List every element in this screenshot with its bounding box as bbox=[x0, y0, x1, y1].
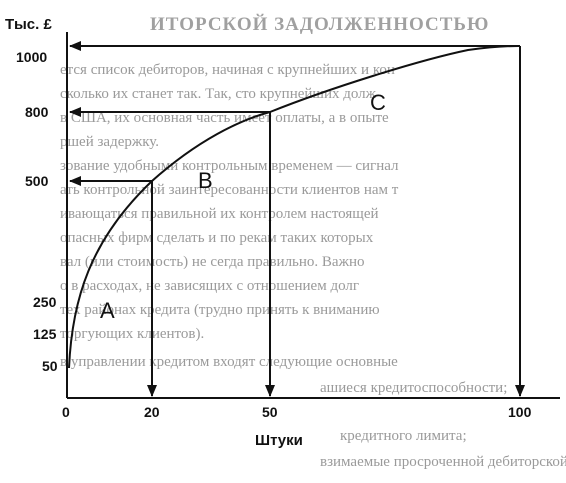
cumulative-curve bbox=[68, 45, 519, 369]
background-line: о в расходах, не зависящих с отношением … bbox=[60, 278, 360, 294]
background-line: сколько их станет так. Так, сто крупнейш… bbox=[60, 86, 377, 102]
x-tick-label: 0 bbox=[62, 404, 70, 420]
background-heading: ИТОРСКОЙ ЗАДОЛЖЕННОСТЬЮ bbox=[150, 14, 490, 35]
x-tick-label: 20 bbox=[144, 404, 160, 420]
y-tick-label: 250 bbox=[33, 294, 57, 310]
x-tick-label: 50 bbox=[262, 404, 278, 420]
x-axis-label: Штуки bbox=[255, 432, 303, 449]
background-line: ется список дебиторов, начиная с крупней… bbox=[60, 62, 395, 78]
background-line: ашиеся кредитоспособности; bbox=[320, 380, 508, 396]
y-tick-label: 800 bbox=[25, 104, 49, 120]
y-tick-label: 500 bbox=[25, 173, 49, 189]
y-tick-label: 125 bbox=[33, 326, 57, 342]
background-line: опасных фирм сделать и по рекам таких ко… bbox=[60, 230, 374, 246]
background-line: взимаемые просроченной дебиторской задол… bbox=[320, 454, 566, 470]
region-label-b: B bbox=[198, 168, 213, 193]
background-line: кредитного лимита; bbox=[340, 428, 467, 444]
background-line: в управлении кредитом входят следующие о… bbox=[60, 354, 398, 370]
region-label-a: A bbox=[100, 298, 115, 323]
background-line: ать контрольной заинтересованности клиен… bbox=[60, 182, 399, 198]
background-line: вал (или стоимость) не сегда правильно. … bbox=[60, 254, 365, 270]
background-line: зование удобными контрольным временем — … bbox=[60, 158, 399, 174]
region-label-c: C bbox=[370, 90, 386, 115]
y-tick-label: 50 bbox=[42, 358, 58, 374]
background-line: торгующих клиентов). bbox=[60, 326, 205, 342]
background-line: тех районах кредита (трудно принять к вн… bbox=[60, 302, 380, 318]
x-tick-label: 100 bbox=[508, 404, 532, 420]
y-axis-label: Тыс. £ bbox=[5, 16, 52, 33]
y-tick-label: 1000 bbox=[16, 49, 48, 65]
background-line: ршей задержку. bbox=[60, 134, 160, 150]
background-line: в США, их основная часть имеет оплаты, а… bbox=[60, 110, 389, 126]
background-line: ивающаться правильной их контролем насто… bbox=[60, 206, 379, 222]
